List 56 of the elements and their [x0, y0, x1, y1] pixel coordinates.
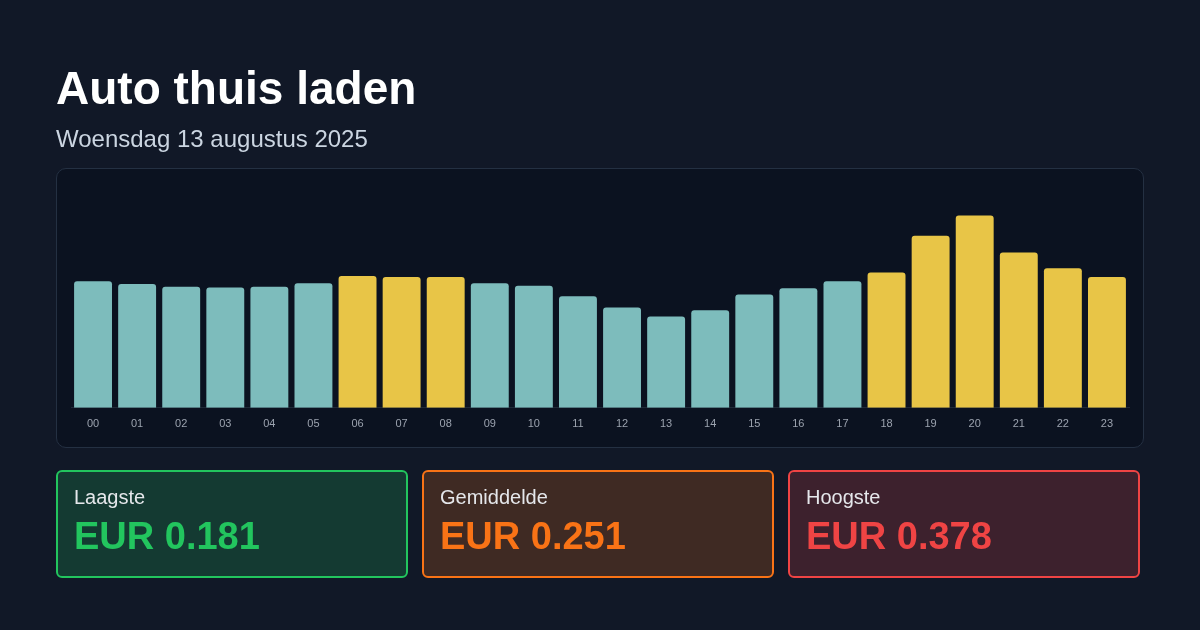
bar — [426, 277, 465, 408]
bar — [603, 307, 641, 408]
x-tick-label: 06 — [351, 417, 364, 430]
x-tick-label: 21 — [1012, 417, 1025, 430]
x-tick-label: 00 — [86, 417, 100, 430]
x-tick-label: 12 — [615, 417, 629, 430]
x-tick-label: 23 — [1100, 417, 1114, 430]
bar — [250, 286, 289, 408]
x-tick-label: 02 — [175, 417, 188, 430]
x-tick-label: 01 — [131, 417, 144, 430]
bar — [867, 272, 906, 408]
bar — [74, 281, 112, 408]
x-tick-label: 03 — [219, 417, 232, 430]
x-tick-label: 11 — [572, 417, 584, 430]
text: Hoogste — [806, 486, 882, 509]
bar — [338, 276, 377, 408]
x-tick-label: 17 — [836, 417, 849, 430]
chart-subtitle: Woensdag 13 augustus 2025 — [56, 124, 369, 154]
x-tick-label: 18 — [880, 417, 893, 430]
text: EUR 0.181 — [74, 515, 261, 558]
bar — [514, 285, 553, 408]
bar — [162, 286, 201, 408]
bar — [1043, 268, 1082, 408]
bar — [735, 294, 774, 408]
bar — [647, 316, 686, 408]
x-tick-label: 08 — [439, 417, 452, 430]
chart-title: Auto thuis laden — [56, 62, 418, 114]
x-tick-label: 13 — [660, 417, 673, 430]
text: EUR 0.251 — [440, 515, 627, 558]
bar — [1088, 277, 1126, 408]
bar — [118, 283, 157, 408]
bar — [823, 281, 862, 408]
bar — [294, 283, 333, 408]
x-tick-label: 22 — [1056, 417, 1069, 430]
bar — [999, 252, 1038, 408]
x-tick-label: 04 — [263, 417, 276, 430]
x-tick-label: 15 — [748, 417, 761, 430]
bar — [559, 296, 597, 408]
x-tick-label: 19 — [924, 417, 937, 430]
x-tick-label: 16 — [792, 417, 805, 430]
bar — [955, 215, 994, 408]
bar — [779, 288, 818, 408]
text: Gemiddelde — [440, 486, 549, 509]
bar — [206, 287, 245, 408]
x-tick-label: 10 — [527, 417, 540, 430]
bar — [470, 283, 509, 408]
x-tick-label: 20 — [968, 417, 981, 430]
bar — [911, 235, 950, 408]
x-tick-label: 05 — [307, 417, 320, 430]
text: EUR 0.378 — [806, 515, 993, 558]
x-tick-label: 14 — [704, 417, 717, 430]
bar — [691, 310, 730, 408]
bar — [382, 277, 421, 408]
x-tick-label: 07 — [395, 417, 408, 430]
text: Laagste — [74, 486, 147, 509]
x-tick-label: 09 — [483, 417, 496, 430]
